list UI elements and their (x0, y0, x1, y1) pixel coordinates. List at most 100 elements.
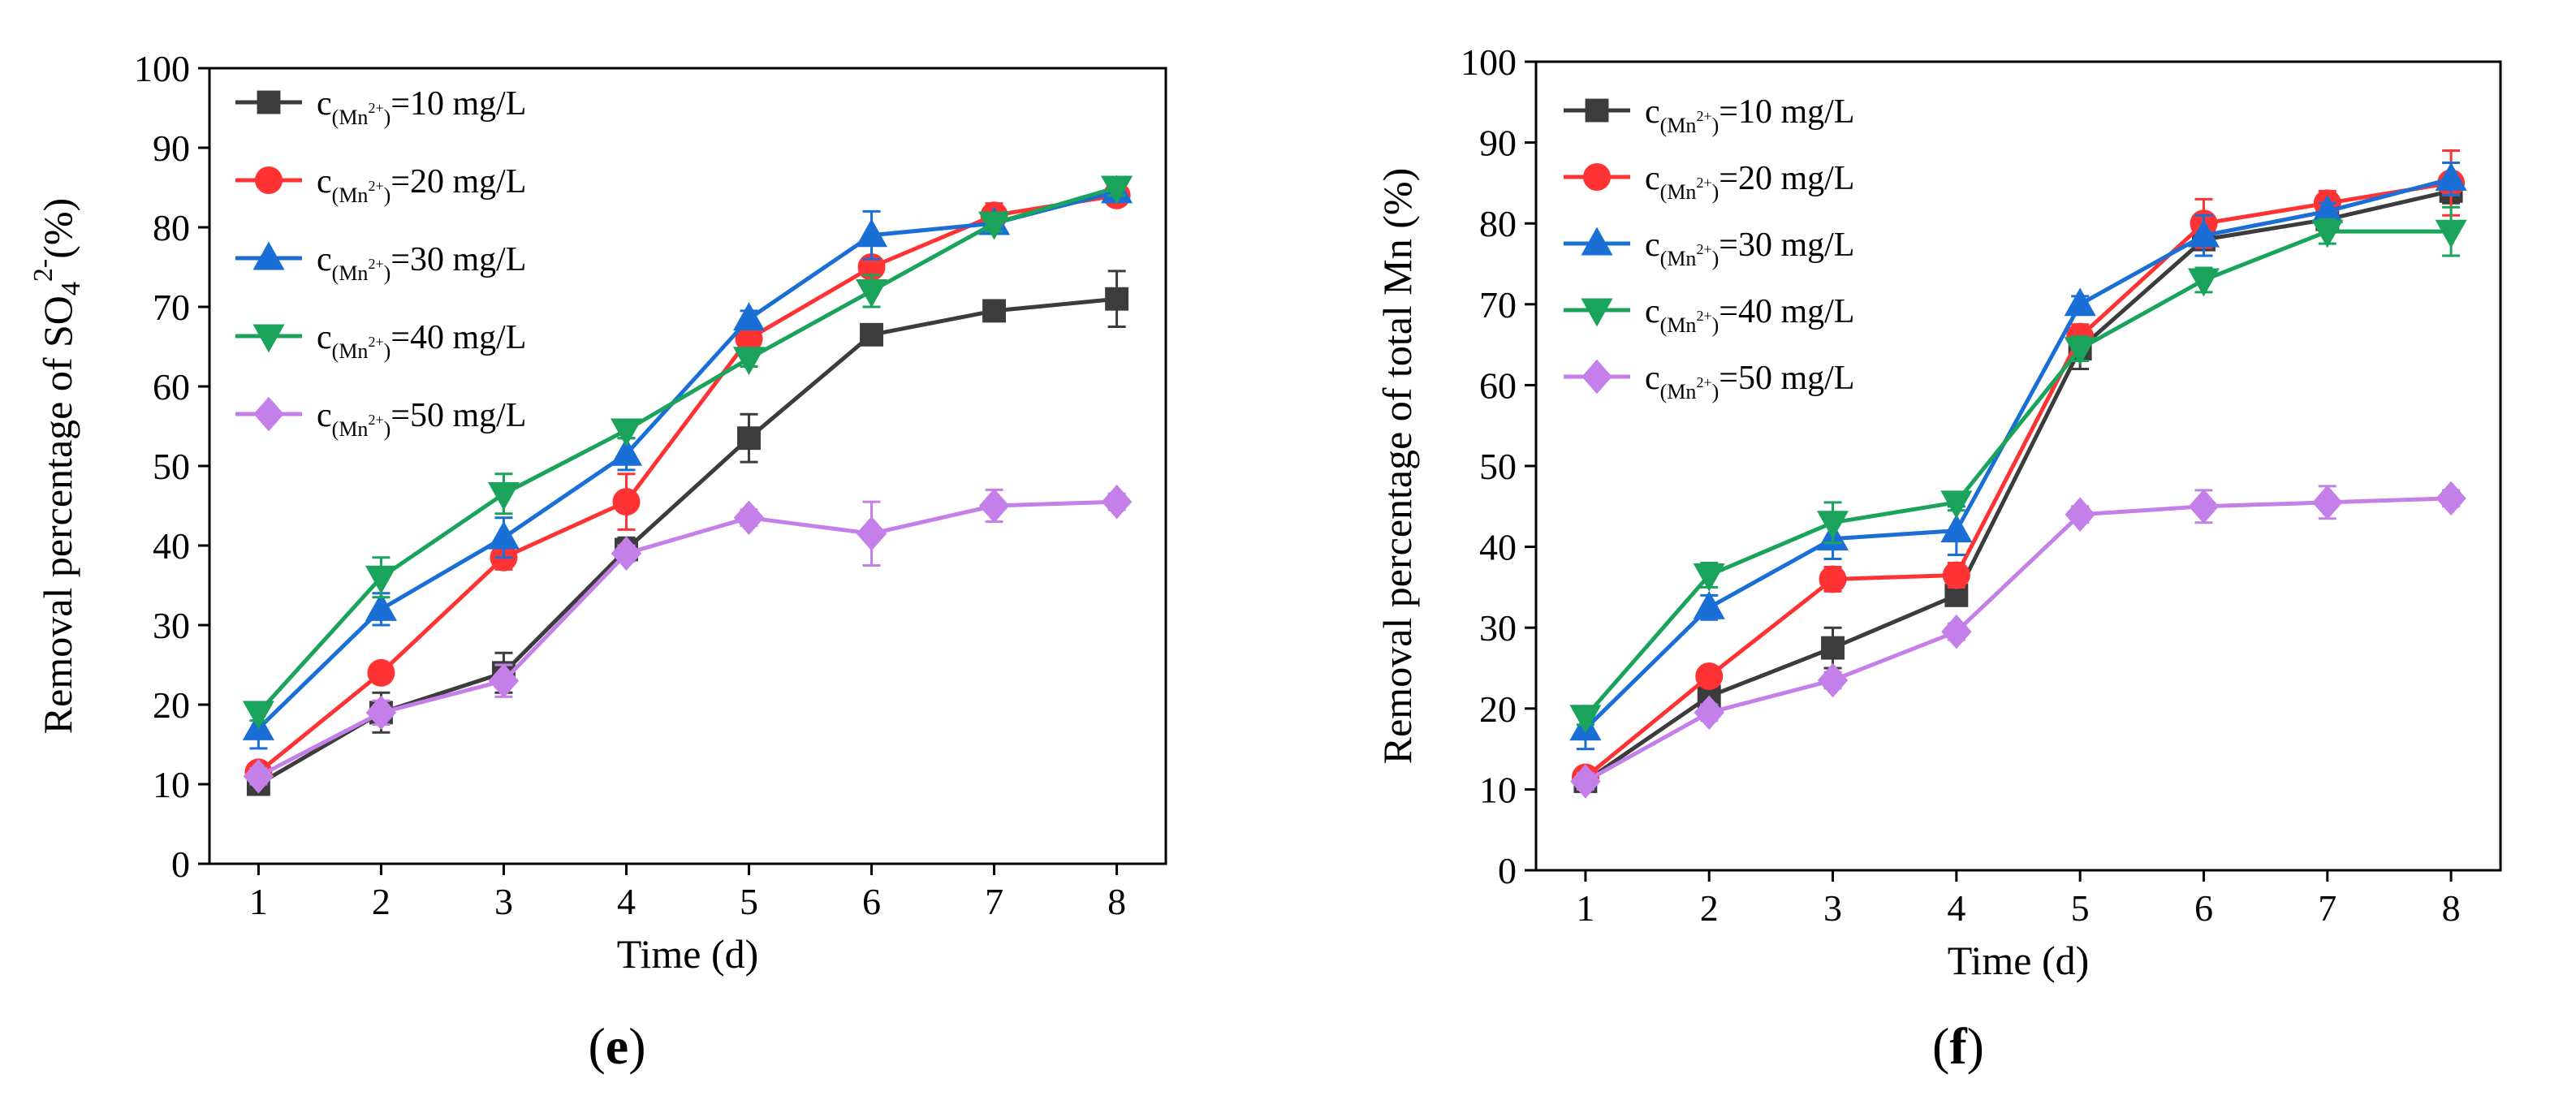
data-point (487, 520, 520, 550)
legend-label: c(Mn2+)=10 mg/L (317, 85, 526, 129)
y-label-suffix: (%) (35, 198, 80, 259)
x-tick-label: 3 (494, 881, 513, 922)
y-tick-label: 70 (1479, 284, 1517, 326)
x-tick-label: 1 (249, 881, 268, 922)
legend-subscript: (Mn2+) (332, 100, 391, 129)
legend-superscript: 2+ (1696, 108, 1711, 124)
data-point (610, 418, 643, 447)
data-point (2435, 219, 2467, 248)
y-tick-label: 90 (153, 127, 190, 169)
legend-label: c(Mn2+)=50 mg/L (1645, 360, 1854, 403)
data-point (365, 593, 397, 621)
data-point (855, 278, 888, 308)
series-line (257, 185, 1118, 714)
data-point (856, 516, 887, 551)
x-tick-label: 2 (372, 881, 390, 922)
legend-superscript: 2+ (368, 256, 383, 272)
data-point (365, 695, 397, 731)
data-point (610, 437, 643, 466)
y-tick-label: 40 (1479, 527, 1517, 568)
legend-subscript: (Mn2+) (332, 178, 391, 207)
panel-letter: e (606, 1017, 628, 1075)
legend-value: =10 mg/L (1719, 93, 1854, 131)
x-tick-label: 1 (1576, 887, 1594, 929)
data-point (1101, 175, 1133, 205)
series-line (1584, 180, 2452, 779)
data-point (860, 322, 883, 347)
data-point (2436, 481, 2466, 516)
y-label-subscript: 4 (56, 282, 86, 296)
x-tick-label: 4 (617, 881, 636, 922)
legend-subscript: (Mn2+) (332, 412, 391, 441)
legend-subscript-close: ) (384, 261, 391, 285)
data-point (1942, 561, 1970, 589)
legend-subscript-close: ) (384, 183, 391, 207)
legend-item: c(Mn2+)=50 mg/L (1564, 359, 1854, 403)
legend-superscript: 2+ (1696, 175, 1711, 191)
y-axis-label: Removal percentage of SO42-(%) (28, 198, 86, 734)
legend: c(Mn2+)=10 mg/L c(Mn2+)=20 mg/L c(Mn2+)=30… (1564, 93, 1854, 403)
legend-marker (252, 324, 285, 353)
legend-subscript-close: ) (1712, 180, 1719, 204)
legend-marker (253, 396, 284, 432)
legend-label: c(Mn2+)=40 mg/L (317, 319, 526, 363)
legend-label: c(Mn2+)=50 mg/L (317, 397, 526, 441)
series-5 (1570, 481, 2466, 799)
legend-value: =40 mg/L (1719, 293, 1854, 330)
x-tick-label: 6 (862, 881, 881, 922)
legend-item: c(Mn2+)=40 mg/L (1564, 293, 1854, 337)
legend-value: =50 mg/L (1719, 360, 1854, 397)
data-point (978, 488, 1010, 524)
data-point (1817, 662, 1849, 698)
legend-superscript: 2+ (1696, 308, 1711, 324)
legend-value: =20 mg/L (1719, 160, 1854, 197)
legend-item: c(Mn2+)=30 mg/L (1564, 226, 1854, 270)
legend: c(Mn2+)=10 mg/L c(Mn2+)=20 mg/L c(Mn2+)=30… (235, 85, 526, 441)
data-point (2312, 485, 2343, 520)
data-point (1816, 511, 1849, 540)
legend-subscript-close: ) (1712, 247, 1719, 270)
y-tick-label: 100 (134, 48, 190, 89)
x-axis-label: Time (d) (1948, 938, 2090, 983)
data-point (978, 211, 1011, 240)
y-tick-label: 50 (153, 446, 190, 487)
legend-subscript: (Mn2+) (1660, 374, 1719, 403)
data-point (2311, 194, 2344, 223)
x-tick-label: 8 (1107, 881, 1126, 922)
legend-marker (1581, 226, 1613, 256)
y-axis-label: Removal percentage of total Mn (%) (1374, 168, 1420, 764)
legend-marker (252, 241, 285, 270)
series-2 (244, 181, 1131, 787)
x-tick-label: 2 (1700, 887, 1719, 929)
series-5 (243, 484, 1133, 794)
legend-superscript: 2+ (368, 334, 383, 350)
panel-letter: f (1949, 1017, 1967, 1075)
legend-superscript: 2+ (1696, 374, 1711, 390)
data-point (1693, 563, 1725, 592)
data-point (2064, 337, 2096, 365)
legend-marker (257, 90, 281, 114)
y-tick-label: 80 (1479, 203, 1517, 244)
data-point (243, 758, 274, 794)
x-axis-label: Time (d) (617, 931, 759, 977)
legend-superscript: 2+ (368, 100, 383, 116)
legend-marker (1581, 298, 1613, 327)
legend-label: c(Mn2+)=20 mg/L (317, 163, 526, 207)
y-tick-label: 20 (1479, 688, 1517, 730)
legend-label: c(Mn2+)=30 mg/L (1645, 226, 1854, 270)
data-point (1821, 636, 1845, 660)
data-point (612, 488, 641, 516)
legend-item: c(Mn2+)=20 mg/L (235, 163, 526, 207)
legend-subscript-close: ) (1712, 114, 1719, 137)
y-tick-label: 50 (1479, 446, 1517, 487)
series-line (257, 499, 1117, 779)
legend-subscript-close: ) (1712, 380, 1719, 403)
x-tick-label: 5 (2071, 887, 2090, 929)
x-tick-label: 3 (1823, 887, 1842, 929)
y-tick-label: 60 (153, 366, 190, 408)
data-point (732, 347, 766, 376)
data-point (2065, 497, 2095, 533)
